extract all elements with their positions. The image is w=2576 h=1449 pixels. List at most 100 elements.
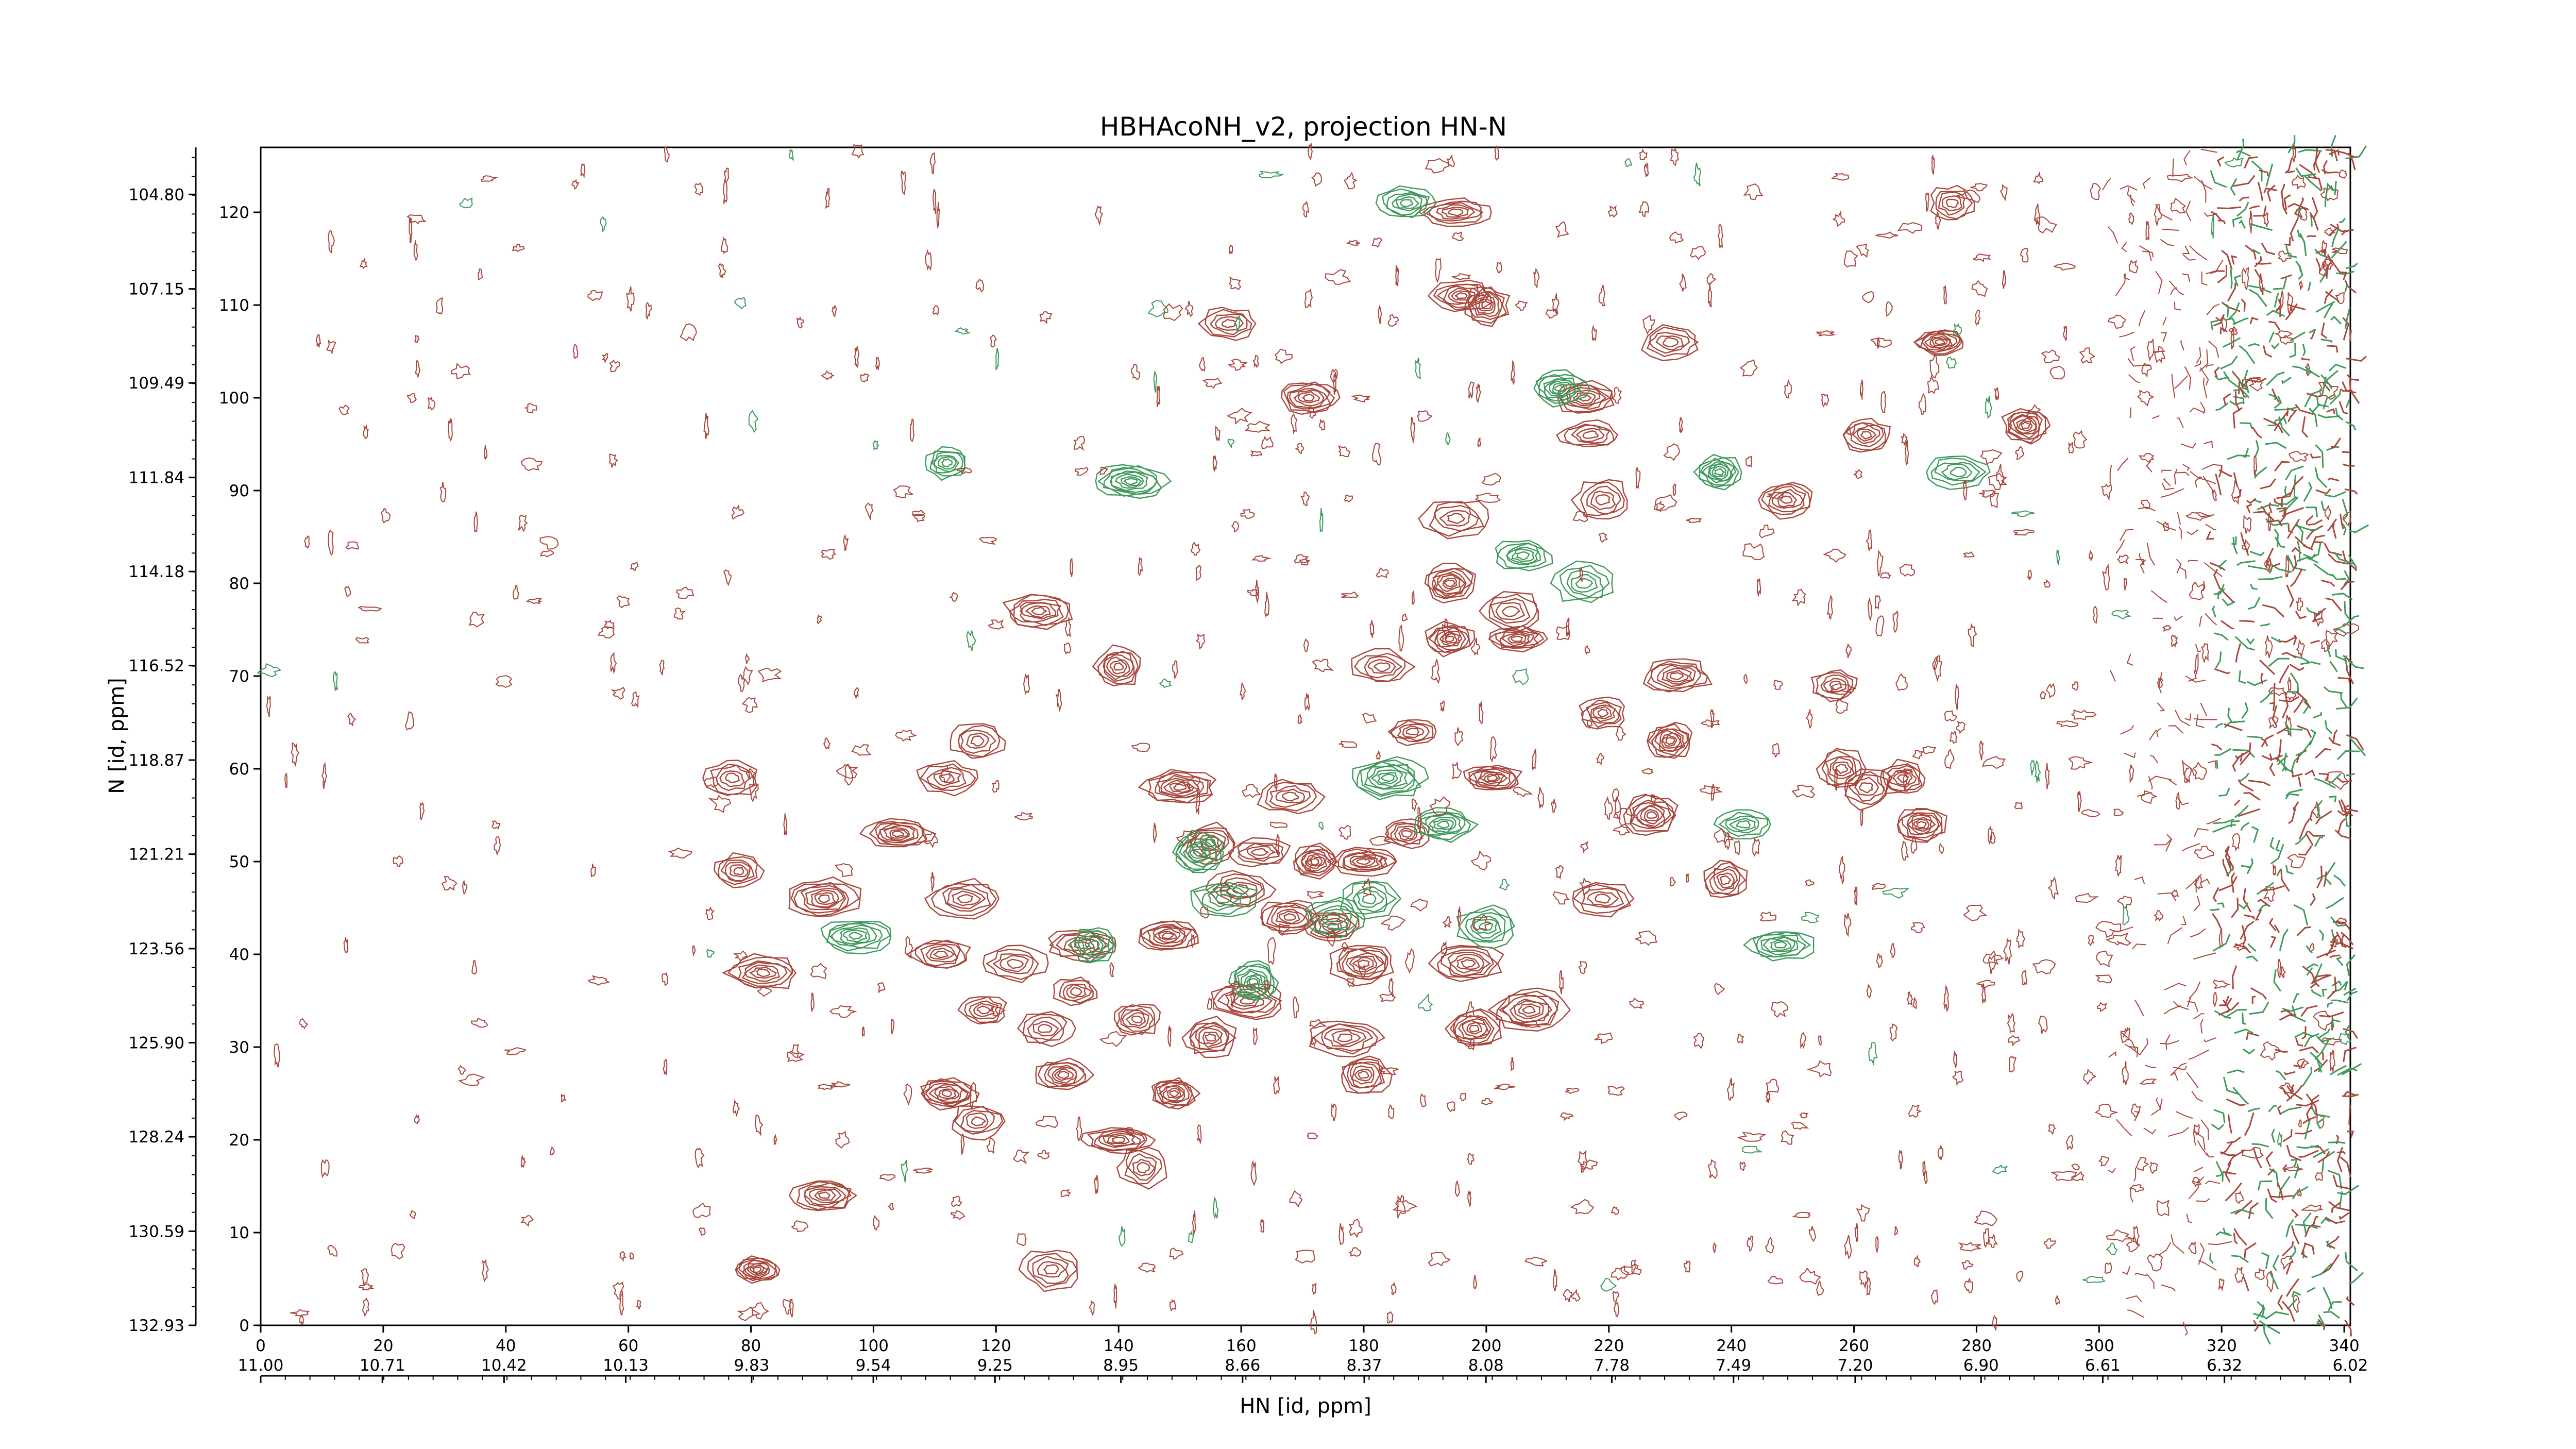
- noise-contour: [1949, 730, 1958, 744]
- edge-noise-contour: [2232, 755, 2241, 772]
- peak-contour: [1062, 983, 1093, 1002]
- edge-noise-contour: [2124, 1043, 2141, 1056]
- noise-contour: [706, 948, 715, 958]
- noise-contour: [1240, 509, 1256, 519]
- edge-noise-contour: [2268, 321, 2281, 331]
- noise-contour: [1818, 1034, 1822, 1046]
- noise-contour: [1369, 620, 1375, 638]
- negative-peak-contour: [1114, 473, 1144, 489]
- peak-contour: [1227, 837, 1291, 868]
- noise-contour: [1250, 450, 1263, 457]
- noise-contour: [1255, 579, 1259, 604]
- edge-noise-contour: [2274, 924, 2280, 933]
- edge-noise-contour: [2290, 672, 2299, 693]
- noise-contour: [571, 179, 580, 190]
- noise-contour: [1968, 622, 1977, 647]
- edge-noise-contour: [2217, 588, 2225, 599]
- edge-noise-contour: [2231, 897, 2239, 918]
- y-axis-title: N [id, ppm]: [105, 678, 129, 794]
- y-index-tick-label: 90: [229, 482, 249, 500]
- peak-contour: [1935, 339, 1945, 345]
- noise-contour: [2280, 966, 2286, 979]
- noise-contour: [1451, 273, 1471, 281]
- noise-contour: [1076, 1116, 1082, 1142]
- peak-contour: [1666, 669, 1689, 683]
- negative-peak: [1351, 756, 1430, 800]
- peak-contour: [1343, 852, 1384, 870]
- peak-contour: [1469, 1024, 1480, 1033]
- noise-contour: [619, 1251, 627, 1262]
- noise-contour: [1577, 1150, 1588, 1174]
- edge-noise-contour: [2189, 407, 2206, 414]
- edge-noise-contour: [2293, 993, 2300, 1003]
- edge-noise-contour: [2270, 844, 2284, 865]
- noise-contour: [2249, 210, 2253, 233]
- noise-contour: [1338, 824, 1351, 840]
- y-ppm-tick-label: 111.84: [129, 469, 184, 487]
- edge-noise-contour: [2170, 287, 2177, 295]
- edge-noise-contour: [2160, 488, 2184, 498]
- edge-noise-contour: [2205, 524, 2216, 531]
- edge-noise-contour: [2337, 677, 2351, 684]
- edge-noise-contour: [2217, 220, 2226, 225]
- noise-contour: [2274, 330, 2293, 339]
- noise-contour: [1903, 769, 1908, 790]
- edge-noise-contour: [2218, 469, 2232, 477]
- noise-contour: [2139, 1078, 2157, 1085]
- noise-contour: [1411, 591, 1415, 605]
- noise-contour: [1910, 922, 1926, 933]
- noise-contour: [1099, 466, 1109, 476]
- noise-contour: [1169, 1299, 1176, 1311]
- peak-contour: [814, 1189, 837, 1201]
- peak-contour: [946, 888, 987, 909]
- peak-contour: [810, 890, 839, 908]
- edge-noise-contour: [2234, 804, 2249, 818]
- edge-noise-contour: [2328, 736, 2341, 747]
- noise-contour: [391, 1242, 405, 1259]
- noise-contour: [291, 742, 299, 767]
- noise-contour: [1835, 699, 1849, 714]
- edge-noise-contour: [2285, 303, 2298, 321]
- edge-noise-contour: [2202, 464, 2223, 470]
- noise-contour: [1805, 879, 1815, 886]
- edge-noise-contour: [2342, 317, 2349, 341]
- peak-contour: [966, 732, 989, 749]
- peak: [1424, 562, 1477, 604]
- noise-contour: [877, 982, 886, 993]
- noise-contour: [332, 671, 338, 691]
- noise-contour: [1348, 1247, 1362, 1257]
- noise-contour: [2243, 514, 2252, 534]
- noise-contour: [1988, 954, 1996, 974]
- noise-contour: [1195, 633, 1206, 650]
- noise-contour: [1971, 280, 1988, 297]
- noise-contour: [1679, 273, 1687, 292]
- peak-contour: [960, 729, 997, 754]
- peak: [1260, 899, 1321, 935]
- negative-peak-contour: [1356, 888, 1385, 908]
- edge-noise-contour: [2108, 1051, 2117, 1058]
- peak-contour: [729, 864, 749, 878]
- peak-contour: [1153, 928, 1181, 943]
- peak-contour: [1124, 1150, 1162, 1185]
- edge-noise-contour: [2206, 531, 2214, 540]
- peak-contour: [1931, 337, 1948, 347]
- edge-noise-contour: [2201, 271, 2208, 286]
- edge-noise-contour: [2277, 1294, 2283, 1310]
- negative-peak-contour: [1088, 940, 1100, 950]
- x-ppm-tick-label: 8.95: [1103, 1356, 1139, 1375]
- noise-contour: [2090, 183, 2101, 200]
- edge-noise-contour: [2254, 256, 2262, 267]
- noise-contour: [2034, 204, 2041, 225]
- noise-contour: [1192, 1210, 1196, 1235]
- noise-contour: [2241, 267, 2249, 291]
- x-index-tick-label: 200: [1471, 1337, 1501, 1355]
- peak-contour: [1924, 334, 1954, 350]
- noise-contour: [1376, 567, 1389, 579]
- noise-contour: [1371, 238, 1383, 248]
- edge-noise-contour: [2323, 394, 2335, 410]
- noise-contour: [2096, 951, 2113, 968]
- edge-noise-contour: [2120, 724, 2134, 735]
- noise-contour: [1982, 950, 2004, 965]
- noise-contour: [1212, 455, 1218, 471]
- negative-peak-contour: [1382, 188, 1430, 218]
